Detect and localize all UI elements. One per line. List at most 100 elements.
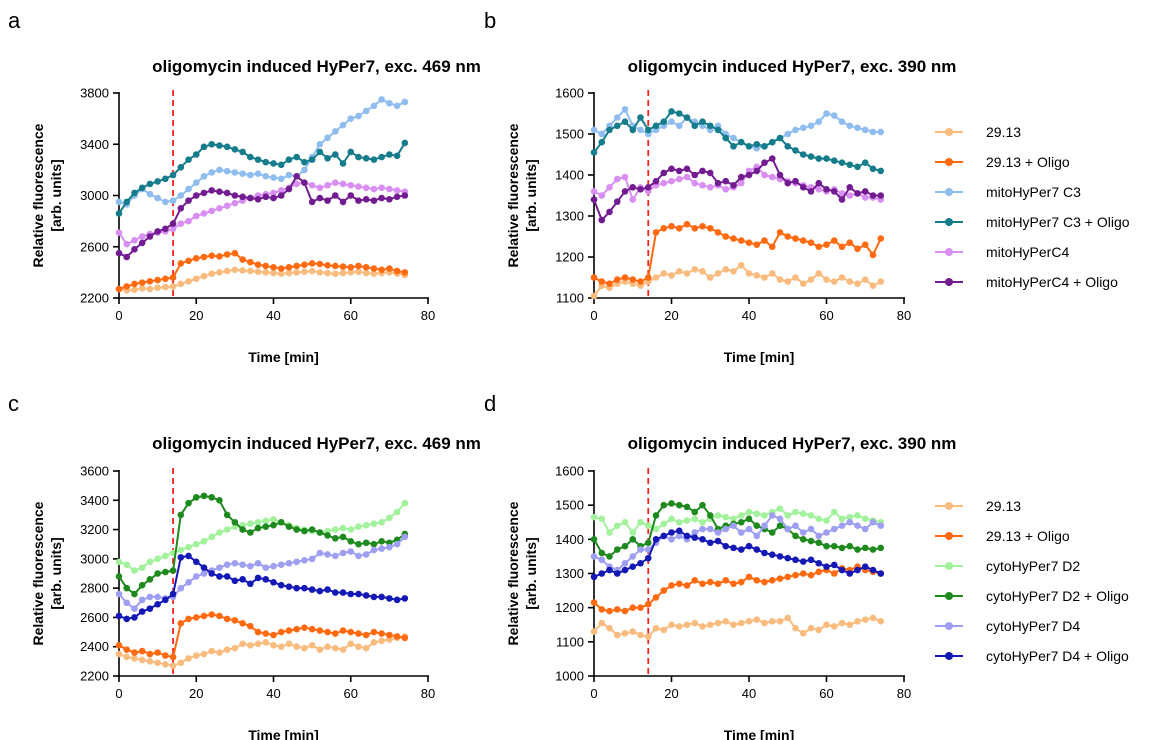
data-point	[613, 631, 621, 639]
data-point	[613, 114, 621, 121]
data-point	[169, 197, 177, 204]
data-point	[846, 184, 854, 191]
data-point	[285, 559, 293, 567]
data-point	[115, 210, 123, 217]
data-point	[154, 178, 161, 185]
data-point	[192, 614, 200, 621]
data-point	[185, 257, 192, 265]
data-point	[854, 522, 861, 529]
legend-swatch-marker	[945, 128, 953, 136]
data-point	[169, 274, 177, 281]
data-point	[401, 533, 409, 541]
data-point	[270, 269, 277, 277]
data-point	[869, 546, 877, 553]
data-point	[799, 237, 807, 244]
data-point	[347, 115, 355, 122]
data-point	[347, 192, 355, 199]
data-point	[753, 167, 761, 175]
data-point	[598, 619, 606, 627]
series-line	[593, 223, 882, 285]
x-tick-label: 80	[421, 686, 435, 701]
data-point	[177, 584, 185, 592]
data-point	[807, 512, 815, 519]
data-point	[393, 152, 401, 160]
data-point	[683, 173, 691, 181]
data-point	[722, 513, 730, 521]
data-point	[316, 260, 324, 268]
data-point	[792, 147, 799, 154]
series-4	[590, 108, 885, 175]
data-point	[854, 512, 861, 519]
data-point	[285, 583, 293, 590]
data-point	[761, 143, 768, 150]
data-point	[138, 184, 146, 192]
legend-entry-label: 29.13	[986, 124, 1021, 140]
data-point	[293, 262, 300, 270]
series-1	[115, 633, 409, 670]
data-point	[231, 169, 239, 176]
data-point	[386, 514, 393, 522]
data-point	[792, 177, 799, 185]
data-point	[799, 510, 807, 518]
data-point	[675, 167, 683, 175]
data-point	[362, 551, 370, 558]
data-point	[613, 606, 621, 613]
data-point	[784, 554, 792, 562]
data-point	[590, 536, 598, 543]
data-point	[200, 492, 208, 500]
data-point	[691, 534, 699, 541]
data-point	[598, 515, 606, 523]
data-point	[838, 118, 846, 125]
data-point	[784, 130, 792, 138]
legend-entry-label: 29.13 + Oligo	[986, 528, 1070, 544]
data-point	[378, 637, 385, 645]
data-point	[208, 611, 215, 618]
data-point	[722, 577, 730, 584]
data-point	[699, 536, 706, 543]
data-point	[830, 561, 838, 569]
data-point	[815, 626, 823, 634]
data-point	[792, 624, 799, 632]
series-1	[590, 614, 885, 641]
data-point	[823, 563, 830, 570]
data-point	[675, 122, 683, 130]
data-point	[247, 194, 254, 202]
data-point	[239, 640, 246, 648]
data-point	[776, 276, 784, 283]
data-point	[370, 197, 378, 204]
data-point	[223, 167, 231, 175]
data-point	[637, 114, 644, 121]
data-point	[200, 272, 208, 280]
data-point	[146, 605, 154, 612]
data-point	[706, 225, 714, 232]
data-point	[370, 593, 378, 601]
data-point	[613, 546, 621, 553]
data-point	[799, 529, 807, 536]
data-point	[644, 539, 652, 547]
data-point	[270, 631, 277, 639]
data-point	[270, 160, 277, 167]
data-point	[115, 641, 123, 649]
y-axis-label: Relative fluorescence	[30, 123, 46, 267]
data-point	[753, 522, 761, 529]
data-point	[262, 576, 270, 583]
data-point	[675, 532, 683, 540]
data-point	[177, 260, 185, 267]
legend-entry-label: cytoHyPer7 D4	[986, 618, 1080, 634]
data-point	[362, 631, 370, 639]
legend-swatch-marker	[945, 592, 953, 600]
data-point	[347, 181, 355, 189]
data-point	[339, 180, 347, 188]
data-point	[730, 181, 737, 189]
data-point	[621, 188, 629, 195]
data-point	[146, 593, 154, 601]
data-point	[598, 570, 606, 577]
data-point	[644, 554, 652, 562]
data-point	[590, 573, 598, 581]
data-point	[324, 155, 331, 162]
chart-title: oligomycin induced HyPer7, exc. 390 nm	[628, 57, 957, 76]
data-point	[668, 272, 675, 279]
data-point	[123, 599, 131, 607]
data-point	[247, 562, 254, 570]
data-point	[753, 616, 761, 623]
